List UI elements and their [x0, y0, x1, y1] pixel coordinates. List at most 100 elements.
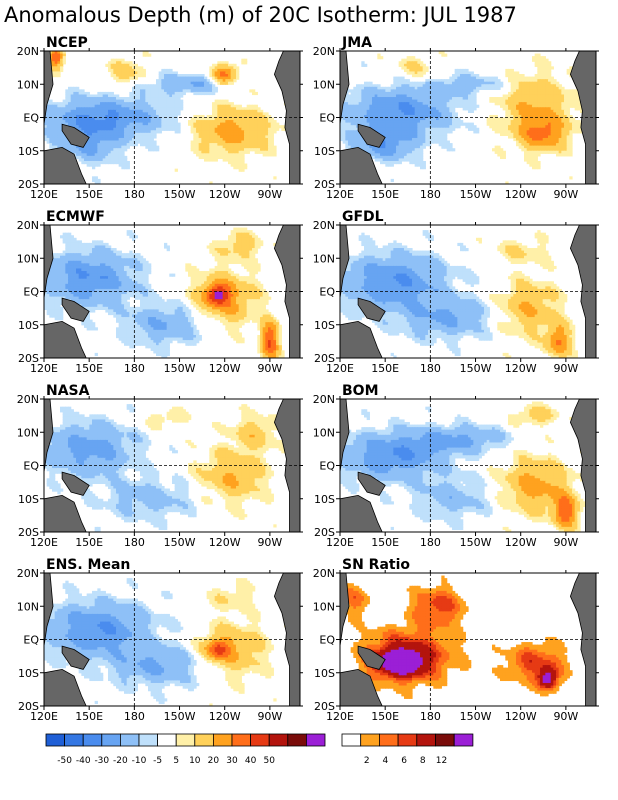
x-tick-label: 180	[420, 710, 441, 723]
x-tick-label: 90W	[257, 362, 282, 375]
colorbar-label: -40	[76, 756, 91, 766]
x-tick-label: 120E	[30, 362, 58, 375]
panel-label: JMA	[341, 35, 372, 51]
panel-5: 120E 150E 180 150W 120W 90W 20N 10N EQ 10S 20S BOM	[313, 383, 599, 549]
x-tick-label: 90W	[257, 188, 282, 201]
x-tick-label: 120E	[30, 188, 58, 201]
x-tick-label: 120E	[326, 710, 354, 723]
panel-2: 120E 150E 180 150W 120W 90W 20N 10N EQ 10S 20S ECMW…	[17, 209, 303, 375]
x-tick-label: 120W	[209, 362, 241, 375]
land-shape	[340, 225, 350, 299]
y-tick-label: 10N	[313, 78, 335, 91]
land-shape	[44, 225, 54, 299]
colorbar-swatch	[378, 733, 399, 747]
x-tick-label: 150E	[371, 536, 399, 549]
colorbar-label: 5	[173, 756, 179, 766]
colorbar-label: 8	[420, 756, 426, 766]
colorbar-label: 10	[189, 756, 201, 766]
colorbar-swatch	[175, 733, 196, 747]
y-tick-label: EQ	[319, 634, 335, 647]
land-shape	[340, 494, 383, 532]
y-tick-label: EQ	[319, 286, 335, 299]
colorbar-label: -10	[132, 756, 147, 766]
figure-title: Anomalous Depth (m) of 20C Isotherm: JUL…	[4, 3, 517, 27]
colorbar-swatch	[305, 733, 326, 747]
land-shape	[273, 399, 300, 532]
panel-label: GFDL	[342, 209, 384, 225]
y-tick-label: 10N	[17, 426, 39, 439]
colorbar-label: -5	[153, 756, 162, 766]
x-tick-label: 90W	[257, 710, 282, 723]
panel-label: NCEP	[46, 35, 88, 51]
colorbar-label: 6	[401, 756, 407, 766]
x-tick-label: 150W	[460, 188, 492, 201]
y-tick-label: 10S	[18, 145, 39, 158]
panel-label: SN Ratio	[342, 557, 410, 573]
x-tick-label: 120E	[326, 362, 354, 375]
x-tick-label: 150E	[75, 362, 103, 375]
panel-field	[340, 51, 596, 184]
y-tick-label: 20N	[17, 567, 39, 580]
y-tick-label: 20S	[18, 178, 39, 191]
panels: 120E 150E 180 150W 120W 90W 20N 10N EQ 10S 20S NCEP…	[17, 35, 599, 723]
x-tick-label: 120E	[30, 710, 58, 723]
x-tick-label: 150E	[75, 536, 103, 549]
y-tick-label: 20S	[314, 178, 335, 191]
colorbar-label: -50	[57, 756, 72, 766]
x-tick-label: 180	[124, 536, 145, 549]
land-shape	[340, 146, 383, 184]
x-tick-label: 120W	[209, 710, 241, 723]
x-tick-label: 150W	[460, 710, 492, 723]
y-tick-label: 20N	[313, 393, 335, 406]
colorbar-swatch	[120, 733, 140, 747]
land-shape	[340, 320, 383, 358]
colorbar-label: -20	[113, 756, 128, 766]
colorbar-swatch	[416, 733, 436, 747]
land-shape	[357, 471, 386, 496]
land-shape	[340, 51, 350, 125]
x-tick-label: 180	[420, 188, 441, 201]
x-tick-label: 180	[124, 362, 145, 375]
colorbar-swatch	[231, 733, 252, 747]
colorbar-depth: -50 -40 -30 -20 -10 -5 5 10 20 30 40 50	[45, 733, 326, 766]
x-tick-label: 180	[420, 536, 441, 549]
land-shape	[61, 123, 90, 148]
panel-0: 120E 150E 180 150W 120W 90W 20N 10N EQ 10S 20S NCEP	[17, 35, 303, 201]
x-tick-label: 120E	[30, 536, 58, 549]
land-shape	[44, 320, 87, 358]
colorbar-swatch	[453, 733, 474, 747]
y-tick-label: 10N	[17, 78, 39, 91]
land-shape	[569, 51, 596, 184]
panel-7: 120E 150E 180 150W 120W 90W 20N 10N EQ 10S 20S SN R…	[313, 557, 599, 723]
panel-label: ECMWF	[46, 209, 105, 225]
panel-label: ENS. Mean	[46, 557, 130, 573]
panel-field	[340, 399, 596, 532]
colorbar-swatch	[287, 733, 307, 747]
land-shape	[340, 573, 350, 647]
y-tick-label: 20N	[313, 567, 335, 580]
land-shape	[340, 399, 350, 473]
y-tick-label: 20S	[314, 352, 335, 365]
x-tick-label: 150W	[164, 362, 196, 375]
land-shape	[61, 645, 90, 670]
y-tick-label: EQ	[23, 460, 39, 473]
colorbar-swatch	[360, 733, 380, 747]
y-tick-label: 10S	[18, 319, 39, 332]
x-tick-label: 120E	[326, 188, 354, 201]
y-tick-label: EQ	[23, 286, 39, 299]
colorbar-swatch	[82, 733, 103, 747]
x-tick-label: 90W	[553, 536, 578, 549]
colorbar-swatch	[268, 733, 289, 747]
land-shape	[357, 297, 386, 322]
y-tick-label: 20N	[17, 393, 39, 406]
y-tick-label: 10S	[314, 493, 335, 506]
y-tick-label: 20N	[17, 219, 39, 232]
land-shape	[61, 297, 90, 322]
y-tick-label: EQ	[319, 112, 335, 125]
y-tick-label: 10N	[313, 426, 335, 439]
colorbar-swatch	[45, 733, 66, 747]
land-shape	[273, 573, 300, 706]
x-tick-label: 180	[124, 710, 145, 723]
x-tick-label: 90W	[257, 536, 282, 549]
